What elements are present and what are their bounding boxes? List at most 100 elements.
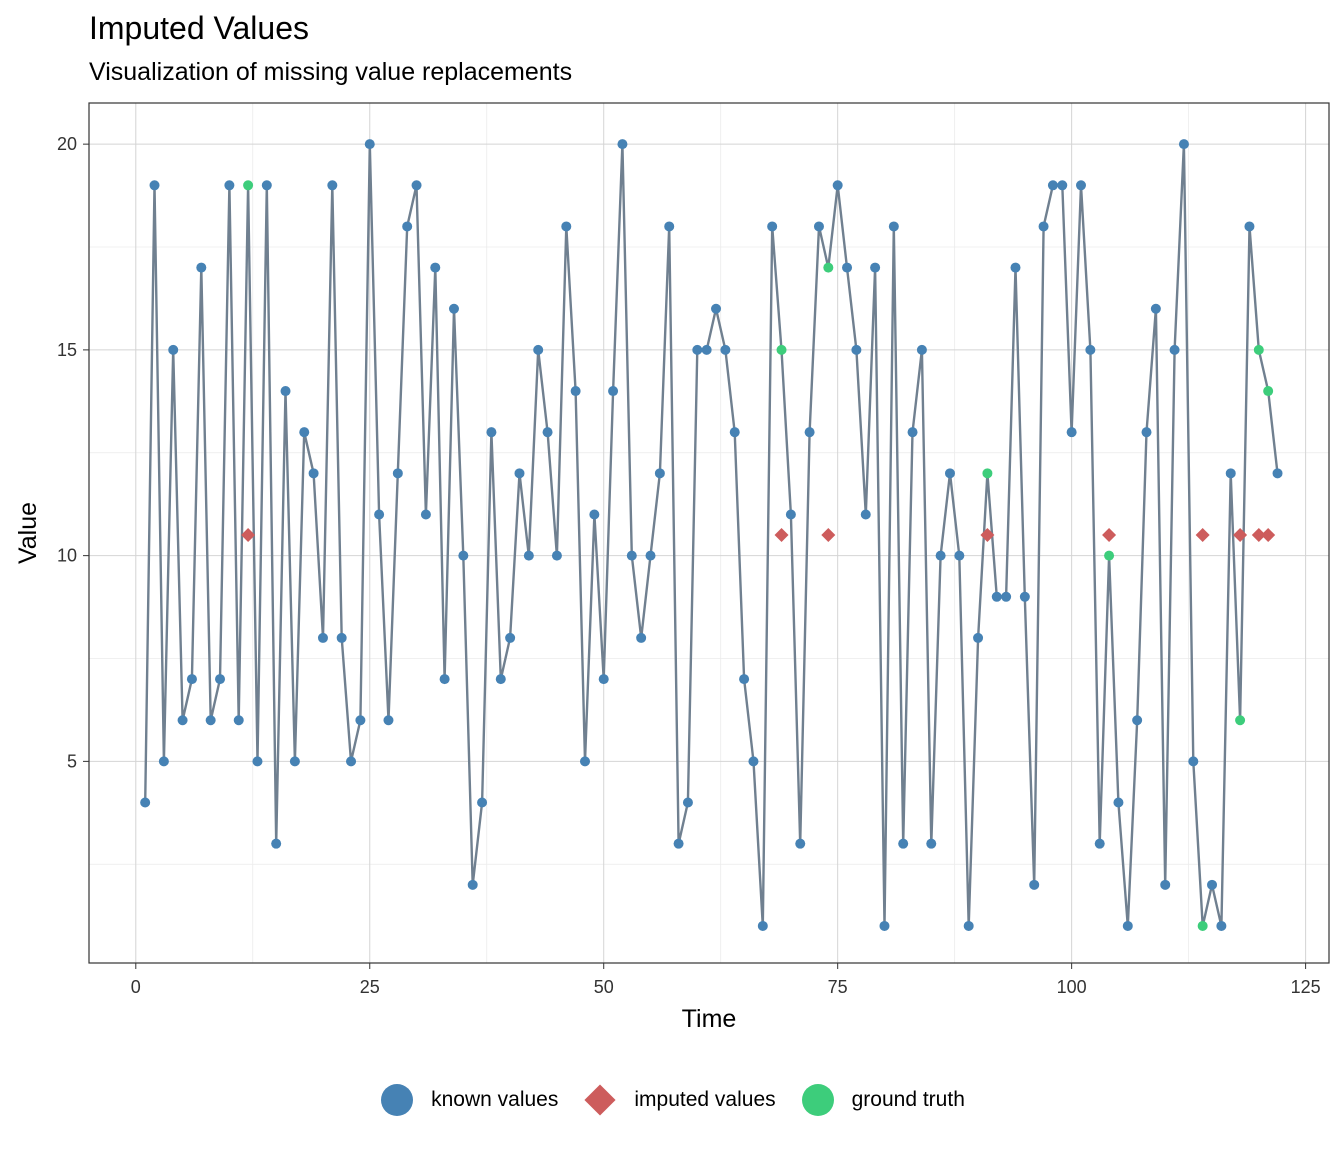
known-value-point [1122, 920, 1133, 931]
known-value-point [495, 674, 506, 685]
known-value-point [617, 139, 628, 150]
known-value-point [346, 756, 357, 767]
known-value-point [551, 550, 562, 561]
imputed-value-point [1102, 528, 1117, 543]
y-axis-title: Value [14, 502, 42, 564]
ground-truth-point [1263, 386, 1274, 397]
known-value-point [261, 180, 272, 191]
known-value-point [1094, 838, 1105, 849]
known-value-point [542, 427, 553, 438]
known-value-point [608, 386, 619, 397]
ground-truth-point [1253, 344, 1264, 355]
y-axis: 5 10 15 20 [57, 134, 89, 771]
known-value-point [486, 427, 497, 438]
known-value-point [701, 344, 712, 355]
legend-label-imputed: imputed values [634, 1088, 776, 1111]
diamond-icon [584, 1084, 616, 1116]
known-value-point [523, 550, 534, 561]
legend-key-known [379, 1082, 415, 1118]
x-tick-label: 25 [360, 977, 380, 997]
known-value-point [907, 427, 918, 438]
known-value-point [168, 344, 179, 355]
chart-title: Imputed Values [89, 10, 309, 46]
ground-truth-point [1104, 550, 1115, 561]
circle-icon [381, 1084, 414, 1116]
known-value-point [186, 674, 197, 685]
ground-truth-point [776, 344, 787, 355]
known-value-point [682, 797, 693, 808]
known-value-point [439, 674, 450, 685]
known-value-point [1188, 756, 1199, 767]
known-value-point [383, 715, 394, 726]
legend-item-truth: ground truth [800, 1082, 965, 1118]
known-value-point [991, 591, 1002, 602]
known-value-point [1019, 591, 1030, 602]
known-value-point [1001, 591, 1012, 602]
known-value-point [626, 550, 637, 561]
known-value-point [299, 427, 310, 438]
ground-truth-point [243, 180, 254, 191]
known-value-point [870, 262, 881, 273]
known-value-point [364, 139, 375, 150]
known-value-point [177, 715, 188, 726]
known-value-point [355, 715, 366, 726]
known-value-point [673, 838, 684, 849]
ground-truth-point [1235, 715, 1246, 726]
known-value-point [1169, 344, 1180, 355]
imputed-value-point [821, 528, 836, 543]
known-value-point [477, 797, 488, 808]
known-value-point [280, 386, 291, 397]
known-value-point [636, 632, 647, 643]
known-value-point [411, 180, 422, 191]
known-value-point [430, 262, 441, 273]
known-value-point [842, 262, 853, 273]
chart-subtitle: Visualization of missing value replaceme… [89, 58, 573, 86]
known-value-point [308, 468, 319, 479]
known-value-point [1141, 427, 1152, 438]
known-value-point [196, 262, 207, 273]
known-value-point [888, 221, 899, 232]
known-value-point [748, 756, 759, 767]
known-value-point [514, 468, 525, 479]
known-value-point [1010, 262, 1021, 273]
known-value-point [729, 427, 740, 438]
known-value-point [336, 632, 347, 643]
known-value-point [158, 756, 169, 767]
known-value-point [1047, 180, 1058, 191]
known-value-point [813, 221, 824, 232]
x-tick-label: 125 [1291, 977, 1321, 997]
known-value-point [954, 550, 965, 561]
series-line-group [144, 142, 1279, 928]
known-value-point [804, 427, 815, 438]
circle-icon [801, 1084, 834, 1116]
known-value-point [963, 920, 974, 931]
known-value-point [711, 303, 722, 314]
imputed-value-point [241, 528, 256, 543]
known-value-point [944, 468, 955, 479]
known-value-point [1272, 468, 1283, 479]
known-points-group [140, 139, 1283, 931]
known-value-point [1150, 303, 1161, 314]
known-value-point [327, 180, 338, 191]
imputed-value-point [1233, 528, 1248, 543]
panel-border [88, 102, 1330, 964]
truth-points-group [243, 180, 1274, 931]
known-value-point [767, 221, 778, 232]
known-value-point [215, 674, 226, 685]
known-value-point [402, 221, 413, 232]
major-grid [89, 103, 1329, 963]
imputed-points-group [241, 528, 1276, 543]
known-value-point [205, 715, 216, 726]
imputed-value-point [774, 528, 789, 543]
known-value-point [664, 221, 675, 232]
ground-truth-point [823, 262, 834, 273]
known-value-point [739, 674, 750, 685]
known-value-point [1207, 879, 1218, 890]
known-value-point [757, 920, 768, 931]
legend-item-known: known values [379, 1082, 558, 1118]
known-value-point [580, 756, 590, 767]
series-line [144, 142, 1279, 928]
known-value-point [467, 879, 478, 890]
known-value-point [233, 715, 244, 726]
known-value-point [392, 468, 403, 479]
